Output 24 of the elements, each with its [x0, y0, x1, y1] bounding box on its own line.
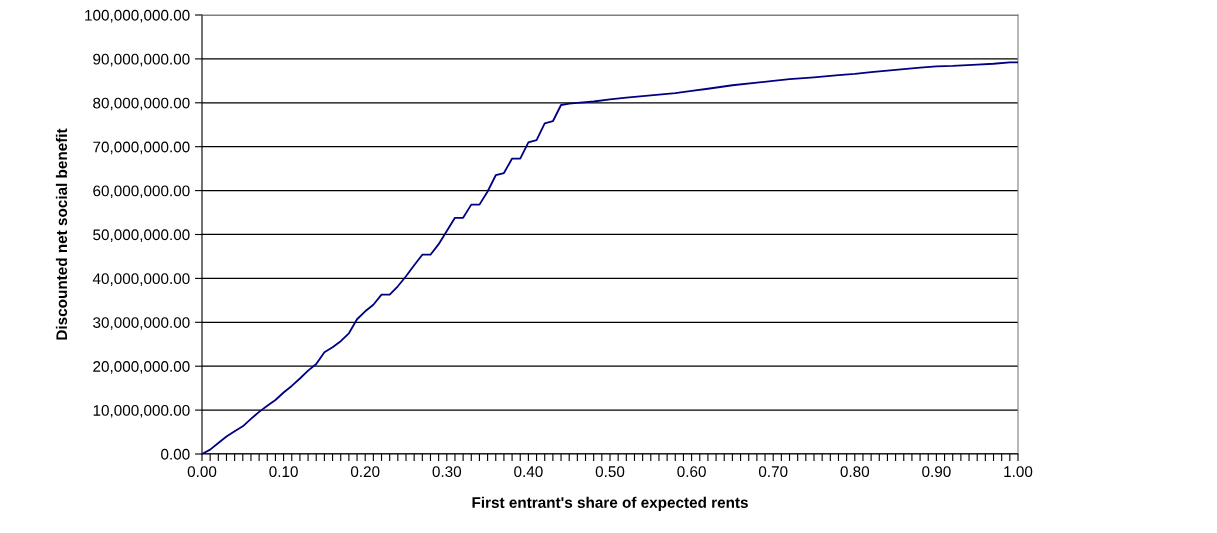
y-tick-label: 90,000,000.00	[93, 53, 190, 67]
y-tick-label: 70,000,000.00	[93, 141, 190, 155]
x-tick-label: 0.80	[840, 466, 870, 478]
x-tick-label: 0.40	[514, 466, 543, 478]
x-tick-label: 0.10	[269, 466, 298, 478]
x-tick-label: 0.30	[432, 466, 462, 478]
y-tick-label: 0.00	[161, 448, 190, 460]
x-tick-label: 0.20	[350, 466, 380, 478]
y-axis-title: Discounted net social benefit	[55, 128, 68, 340]
y-tick-label: 60,000,000.00	[93, 185, 190, 199]
y-tick-label: 80,000,000.00	[93, 97, 190, 111]
y-tick-label: 10,000,000.00	[93, 404, 190, 418]
y-tick-label: 50,000,000.00	[93, 229, 190, 242]
x-tick-label: 0.90	[922, 466, 951, 478]
x-axis-title: First entrant's share of expected rents	[472, 496, 748, 511]
y-tick-label: 100,000,000.00	[85, 9, 190, 23]
x-tick-label: 0.60	[677, 466, 706, 478]
x-tick-label: 0.70	[758, 466, 788, 478]
x-tick-label: 0.50	[595, 466, 625, 478]
x-tick-label: 1.00	[1004, 466, 1033, 478]
y-tick-label: 20,000,000.00	[93, 361, 190, 374]
x-tick-label: 0.00	[187, 466, 217, 478]
y-tick-label: 40,000,000.00	[92, 273, 190, 286]
y-tick-label: 30,000,000.00	[93, 317, 190, 330]
